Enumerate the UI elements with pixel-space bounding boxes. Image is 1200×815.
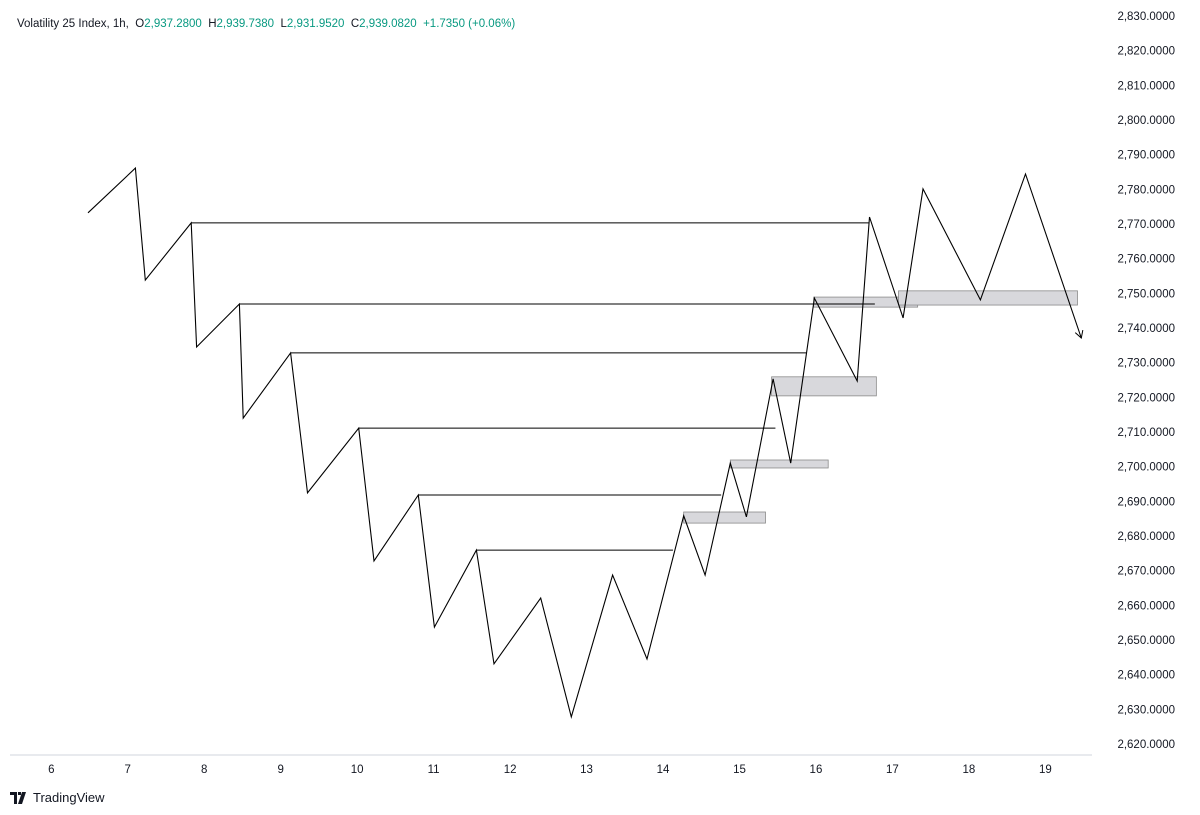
y-tick-label: 2,680.0000 — [1117, 531, 1175, 543]
x-tick-label: 14 — [657, 764, 670, 776]
ohlc-label: O — [135, 18, 145, 30]
y-tick-label: 2,780.0000 — [1117, 184, 1175, 196]
y-tick-label: 2,830.0000 — [1117, 11, 1175, 23]
x-tick-label: 19 — [1039, 764, 1052, 776]
chart: 2,620.0000 2,630.0000 2,640.0000 2,650.0000… — [10, 11, 1175, 776]
y-tick-label: 2,660.0000 — [1117, 600, 1175, 612]
x-tick-label: 13 — [580, 764, 593, 776]
y-tick-label: 2,730.0000 — [1117, 358, 1175, 370]
y-tick-label: 2,820.0000 — [1117, 46, 1175, 58]
brand-logo — [10, 791, 26, 804]
legend-header: Volatility 25 Index, 1h, O2,937.2800 H2,… — [17, 18, 515, 30]
brand: TradingView — [10, 790, 105, 805]
y-tick-label: 2,710.0000 — [1117, 427, 1175, 439]
symbol: Volatility 25 Index, 1h, — [17, 18, 129, 30]
zone — [729, 459, 829, 469]
y-tick-label: 2,630.0000 — [1117, 704, 1175, 716]
ohlc-value: 2,931.9520 — [286, 18, 345, 30]
x-tick-label: 11 — [428, 764, 440, 776]
y-tick-label: 2,770.0000 — [1117, 219, 1175, 231]
y-tick-label: 2,650.0000 — [1117, 635, 1175, 647]
x-tick-label: 16 — [810, 764, 823, 776]
brand-name: TradingView — [33, 790, 105, 805]
price-path — [87, 166, 1084, 719]
ohlc-value: 2,939.0820 — [359, 18, 417, 30]
y-tick-label: 2,670.0000 — [1117, 566, 1175, 578]
zone — [771, 376, 877, 397]
zone — [683, 511, 766, 524]
change: +1.7350 (+0.06%) — [423, 18, 516, 30]
y-tick-label: 2,620.0000 — [1117, 739, 1175, 751]
x-tick-label: 17 — [886, 764, 899, 776]
y-tick-label: 2,690.0000 — [1117, 496, 1175, 508]
zone — [898, 290, 1078, 306]
x-tick-label: 8 — [201, 764, 207, 776]
y-tick-label: 2,760.0000 — [1117, 254, 1175, 266]
y-tick-label: 2,720.0000 — [1117, 392, 1175, 404]
x-tick-label: 10 — [351, 764, 364, 776]
x-tick-label: 9 — [277, 764, 283, 776]
x-tick-label: 12 — [504, 764, 517, 776]
x-tick-label: 7 — [125, 764, 131, 776]
ohlc-label: H — [208, 18, 217, 30]
y-tick-label: 2,740.0000 — [1117, 323, 1175, 335]
ohlc-label: C — [350, 18, 360, 30]
ohlc-value: 2,939.7380 — [216, 18, 275, 30]
y-tick-label: 2,800.0000 — [1117, 115, 1175, 127]
y-tick-label: 2,640.0000 — [1117, 670, 1175, 682]
y-tick-label: 2,790.0000 — [1117, 150, 1175, 162]
ohlc-label: L — [280, 18, 287, 30]
x-tick-label: 18 — [962, 764, 975, 776]
y-tick-label: 2,810.0000 — [1117, 80, 1175, 92]
x-tick-label: 15 — [733, 764, 746, 776]
y-tick-label: 2,700.0000 — [1117, 462, 1175, 474]
ohlc-value: 2,937.2800 — [144, 18, 202, 30]
x-tick-label: 6 — [48, 764, 54, 776]
y-tick-label: 2,750.0000 — [1117, 288, 1175, 300]
